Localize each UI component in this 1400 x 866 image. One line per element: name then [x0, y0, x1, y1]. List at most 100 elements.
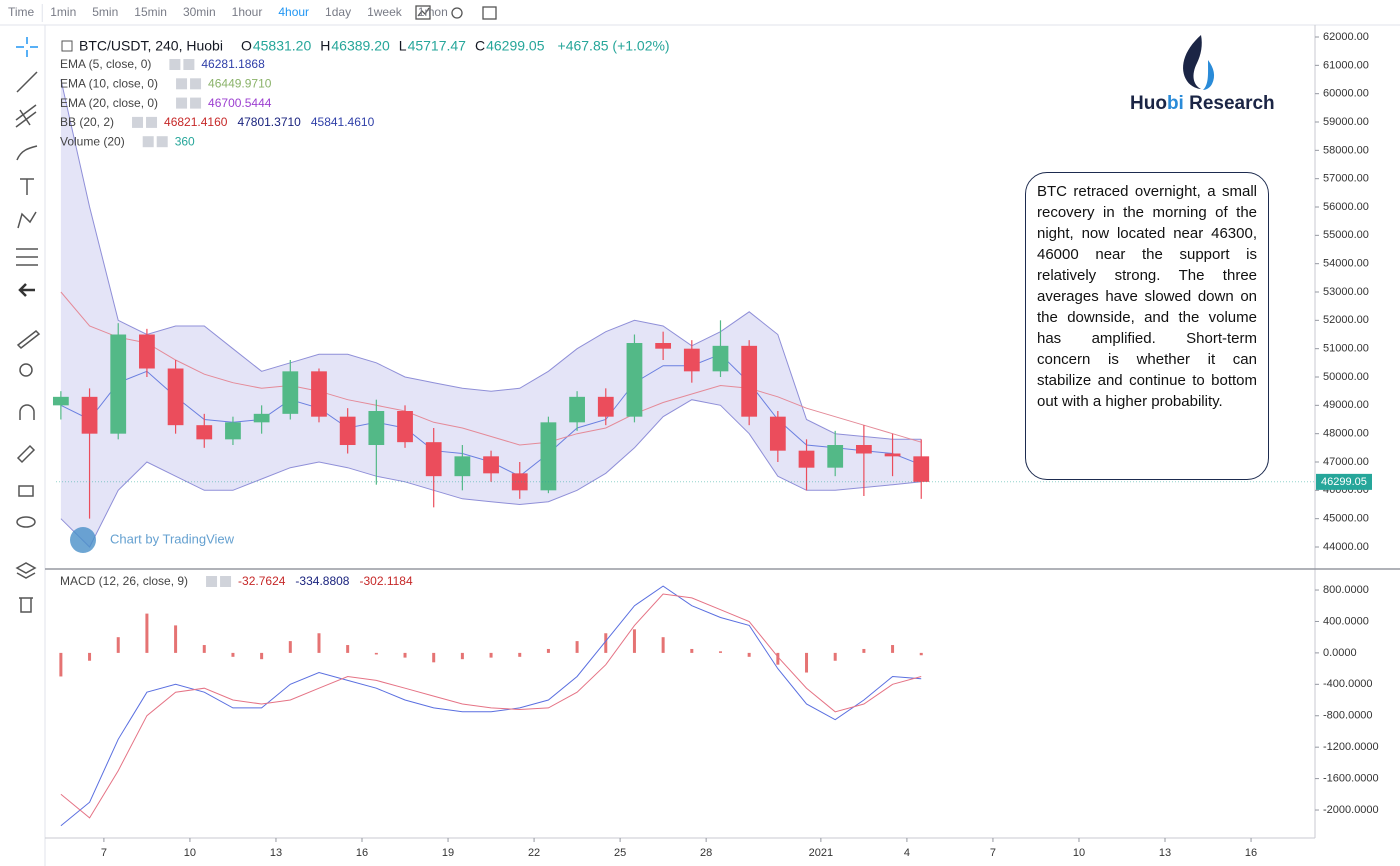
logo-part: Research: [1184, 93, 1275, 114]
price-tick-label: 52000.00: [1323, 314, 1369, 326]
interval-button[interactable]: 30min: [183, 5, 216, 19]
ohlc-key: H: [320, 38, 330, 54]
interval-button[interactable]: 1hour: [232, 5, 263, 19]
price-tick-label: 59000.00: [1323, 116, 1369, 128]
macd-histogram: [575, 641, 579, 653]
brush-tool[interactable]: [16, 145, 38, 161]
price-tick-label: 53000.00: [1323, 286, 1369, 298]
price-tick-label: 58000.00: [1323, 144, 1369, 156]
lock-tool[interactable]: [18, 485, 34, 497]
settings-icon: [132, 116, 144, 128]
visibility-tool[interactable]: [16, 516, 36, 528]
indicator-button[interactable]: [415, 5, 431, 20]
symbol: BTC/USDT, 240, Huobi: [79, 38, 223, 54]
macd-histogram: [288, 641, 292, 653]
interval-button[interactable]: 1mon: [418, 5, 448, 19]
watermark-icon: [70, 527, 96, 553]
ohlc-key: O: [241, 38, 252, 54]
ruler-tool[interactable]: [16, 330, 41, 349]
left-toolbar[interactable]: [15, 37, 41, 613]
legend-name: Volume (20): [60, 134, 125, 148]
legend-value: -32.7624: [238, 574, 286, 588]
legend-name: MACD (12, 26, close, 9): [60, 574, 188, 588]
bollinger-lower: [60, 399, 922, 548]
price-tick-label: 60000.00: [1323, 88, 1369, 100]
price-tick-label: -2000.0000: [1323, 804, 1379, 816]
interval-button[interactable]: 4hour: [278, 5, 309, 19]
pattern-tool[interactable]: [17, 211, 37, 229]
interval-button[interactable]: Time: [8, 5, 35, 19]
settings-button[interactable]: [451, 7, 463, 19]
macd-histogram: [432, 652, 436, 663]
ohlc-value: 45717.47: [408, 38, 467, 54]
price-tick-label: 800.0000: [1323, 584, 1369, 596]
macd-histogram: [59, 652, 63, 677]
legend-name: EMA (10, close, 0): [60, 76, 158, 90]
macd-histogram: [919, 652, 923, 656]
price-tick-label: 61000.00: [1323, 59, 1369, 71]
snapshot-button[interactable]: [482, 6, 497, 20]
annotation: BTC retraced overnight, a small recovery…: [1025, 172, 1269, 480]
magnet-tool[interactable]: [19, 404, 35, 420]
interval-button[interactable]: 1day: [325, 5, 351, 19]
macd-histogram: [862, 648, 866, 653]
logo-flame: [1183, 35, 1202, 89]
interval-button[interactable]: 1min: [50, 5, 76, 19]
fib-tool[interactable]: [15, 104, 37, 128]
interval-button[interactable]: 5min: [92, 5, 118, 19]
lock-draw-tool[interactable]: [16, 444, 36, 464]
legend-value: 47801.3710: [237, 115, 301, 129]
collapse-button[interactable]: [61, 40, 73, 52]
close-icon[interactable]: [190, 97, 202, 109]
crosshair-tool[interactable]: [16, 37, 38, 57]
candle-body: [569, 396, 585, 423]
toolbar-icons[interactable]: [415, 5, 497, 20]
delete-tool[interactable]: [19, 597, 33, 613]
macd-histogram: [88, 652, 92, 661]
back-tool[interactable]: [18, 283, 35, 297]
price-tick-label: 45000.00: [1323, 513, 1369, 525]
close-icon[interactable]: [183, 59, 195, 70]
settings-icon: [169, 59, 181, 70]
candle-body: [139, 334, 155, 369]
interval-button[interactable]: 15min: [134, 5, 167, 19]
ohlc-key: C: [475, 38, 485, 54]
macd-histogram: [145, 613, 149, 653]
logo: Huobi Research: [1130, 35, 1275, 114]
logo-flame-inner: [1203, 60, 1215, 90]
text-tool[interactable]: [20, 178, 34, 195]
close-icon[interactable]: [156, 136, 168, 148]
candle-body: [253, 413, 270, 423]
bollinger-fill: [60, 79, 922, 548]
time-tick-label: 19: [442, 847, 454, 859]
top-toolbar: [0, 0, 1400, 25]
candle-body: [110, 334, 127, 434]
zoom-tool[interactable]: [19, 363, 33, 377]
trendline-tool[interactable]: [16, 71, 38, 93]
legend-value: 46821.4160: [164, 115, 228, 129]
interval-button[interactable]: 1week: [367, 5, 403, 19]
candle-body: [855, 445, 872, 454]
macd-histogram: [518, 652, 522, 657]
time-tick-label: 28: [700, 847, 712, 859]
ohlc-value: 46299.05: [486, 38, 545, 54]
candle-body: [483, 456, 499, 474]
candle-body: [339, 416, 356, 446]
close-icon[interactable]: [220, 576, 232, 587]
candle-body: [368, 411, 385, 446]
candle-body: [712, 345, 729, 372]
candle-body: [884, 453, 901, 457]
close-icon[interactable]: [146, 116, 158, 128]
time-tick-label: 22: [528, 847, 540, 859]
prediction-tool[interactable]: [16, 248, 38, 266]
settings-icon: [176, 78, 188, 90]
price-tick-label: 62000.00: [1323, 31, 1369, 43]
macd-histogram: [661, 637, 665, 653]
candle-body: [282, 371, 299, 414]
layers-tool[interactable]: [15, 562, 37, 579]
candle-body: [683, 348, 700, 372]
price-tick-label: 49000.00: [1323, 399, 1369, 411]
candle-body: [81, 396, 98, 434]
close-icon[interactable]: [190, 78, 202, 90]
